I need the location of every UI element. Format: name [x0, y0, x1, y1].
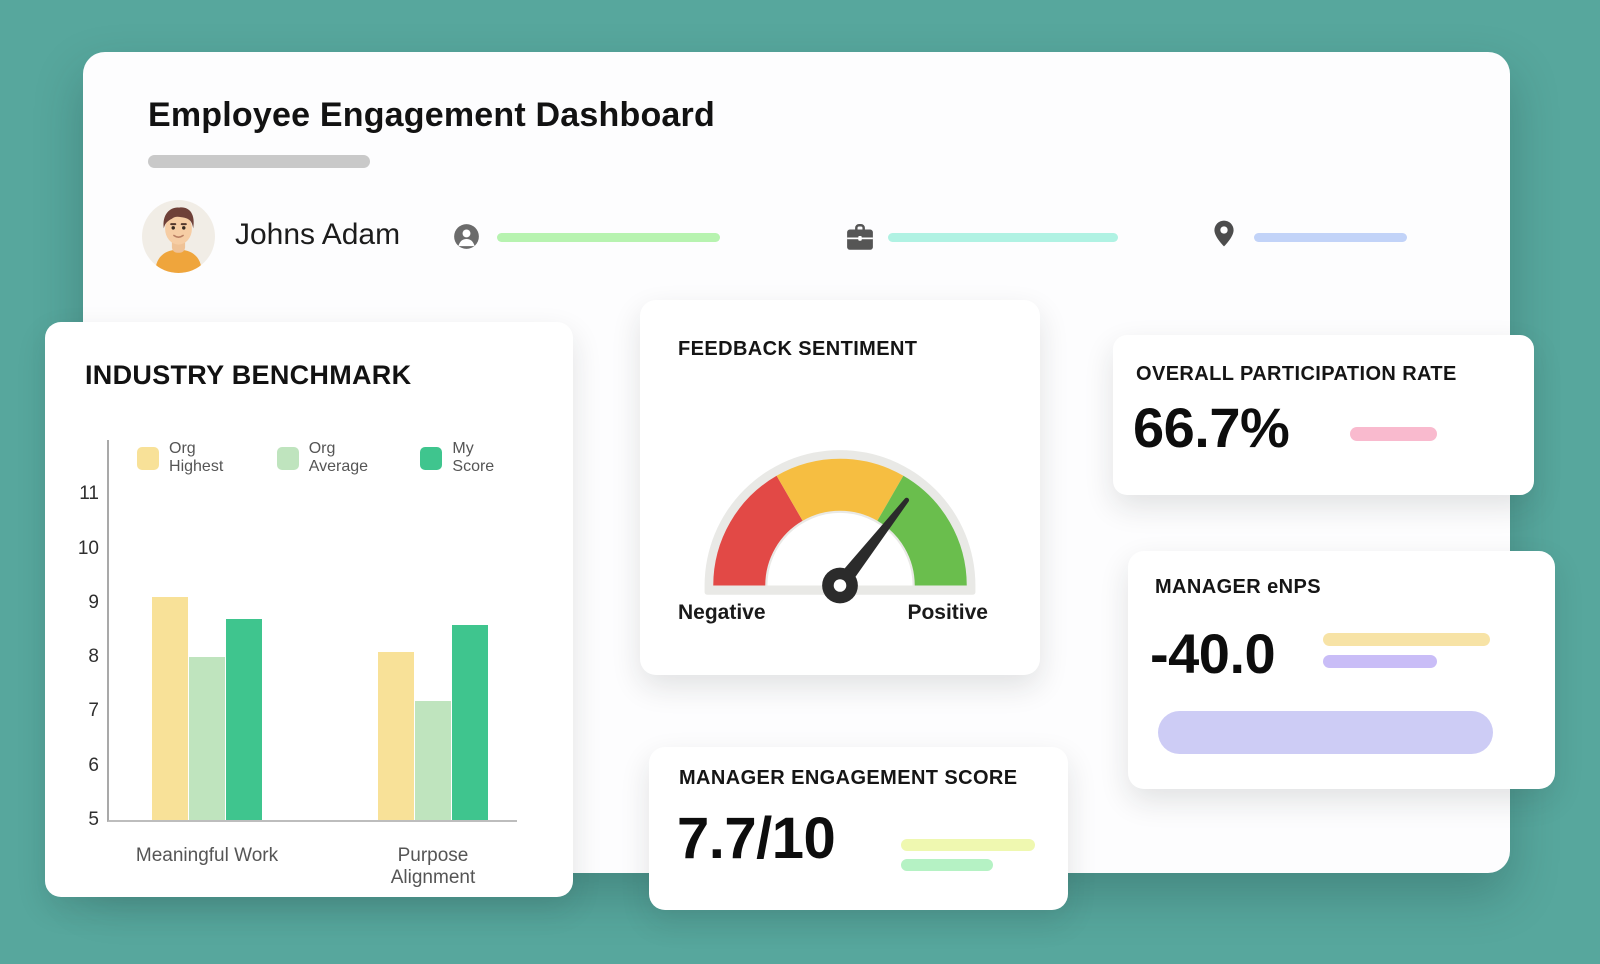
gauge-segment-negative — [713, 475, 804, 587]
location-pin-icon — [1214, 220, 1234, 247]
participation-rate-value: 66.7% — [1133, 396, 1290, 459]
legend-label: My Score — [452, 440, 495, 475]
engagement-score-card: MANAGER ENGAGEMENT SCORE 7.7/10 — [649, 747, 1068, 910]
enps-card-title: MANAGER eNPS — [1155, 576, 1321, 598]
sentiment-card-title: FEEDBACK SENTIMENT — [678, 338, 918, 360]
bar-my-score — [452, 624, 488, 820]
legend-swatch — [137, 446, 160, 470]
participation-accent-bar — [1350, 427, 1437, 441]
benchmark-card-title: INDUSTRY BENCHMARK — [85, 360, 412, 390]
profile-detail-placeholder-line — [888, 233, 1118, 242]
bar-org-average — [415, 700, 451, 820]
y-axis-tick-label: 6 — [88, 754, 99, 776]
sentiment-gauge — [704, 450, 976, 604]
briefcase-icon — [847, 224, 873, 250]
y-axis-tick-label: 10 — [77, 537, 99, 559]
participation-rate-card: OVERALL PARTICIPATION RATE 66.7% — [1113, 335, 1534, 495]
legend-swatch — [276, 446, 299, 470]
y-axis-tick-label: 5 — [88, 809, 99, 830]
enps-accent-bar-yellow — [1323, 633, 1490, 646]
y-axis-tick-label: 7 — [88, 700, 99, 722]
person-icon — [454, 224, 479, 249]
gauge-positive-label: Positive — [907, 601, 988, 624]
x-axis-category-label: Purpose Alignment — [390, 845, 476, 888]
legend-item: Org Highest — [137, 440, 251, 476]
legend-swatch — [420, 446, 443, 470]
bar-org-highest — [152, 597, 188, 820]
bar-org-highest — [378, 651, 414, 820]
feedback-sentiment-card: FEEDBACK SENTIMENT Negative Positive — [640, 300, 1040, 675]
bar-my-score — [226, 619, 262, 820]
participation-card-title: OVERALL PARTICIPATION RATE — [1136, 363, 1457, 385]
enps-value: -40.0 — [1150, 622, 1276, 685]
profile-detail-placeholder-line — [497, 233, 720, 242]
engagement-accent-bar-mint — [901, 859, 993, 871]
user-name: Johns Adam — [235, 218, 401, 251]
legend-label: Org Average — [308, 440, 369, 475]
gauge-negative-label: Negative — [678, 601, 766, 624]
gauge-needle — [831, 497, 910, 593]
enps-placeholder-pill — [1158, 711, 1493, 754]
enps-accent-bar-purple — [1323, 655, 1437, 668]
legend-item: Org Average — [276, 440, 395, 476]
manager-enps-card: MANAGER eNPS -40.0 — [1128, 551, 1555, 789]
profile-detail-placeholder-line — [1254, 233, 1407, 242]
x-axis-category-label: Meaningful Work — [135, 845, 279, 866]
benchmark-plot: Org Highest Org Average My Score 5 6 7 8 9 10 11… — [78, 440, 517, 888]
avatar — [142, 200, 215, 273]
y-axis-tick-label: 11 — [79, 483, 99, 505]
page-title: Employee Engagement Dashboard — [148, 96, 715, 134]
gauge-segment-neutral — [776, 458, 904, 522]
gauge-hub-center — [833, 579, 847, 592]
title-underline-bar — [148, 155, 370, 168]
legend-item: My Score — [420, 440, 517, 476]
legend-label: Org Highest — [169, 440, 224, 475]
engagement-score-value: 7.7/10 — [677, 806, 836, 871]
y-axis-tick-label: 8 — [88, 646, 99, 668]
engagement-card-title: MANAGER ENGAGEMENT SCORE — [679, 767, 1018, 789]
y-axis-tick-label: 9 — [88, 591, 99, 613]
engagement-accent-bar-lime — [901, 839, 1035, 851]
bar-org-average — [189, 657, 225, 820]
industry-benchmark-card: INDUSTRY BENCHMARK Org Highest Org Averag… — [45, 322, 573, 897]
benchmark-legend: Org Highest Org Average My Score — [137, 440, 517, 476]
